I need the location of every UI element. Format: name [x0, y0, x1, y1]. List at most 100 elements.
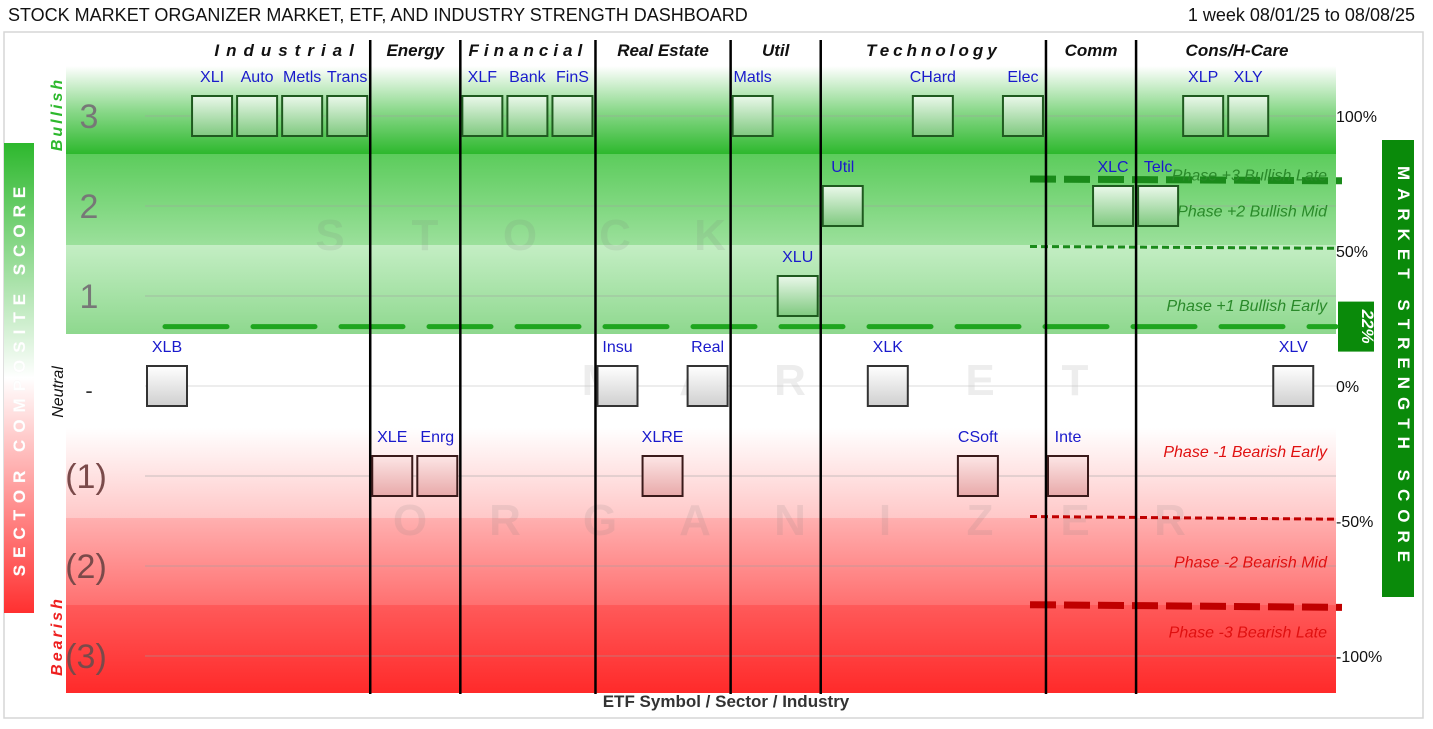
left-tick-label: (3) — [65, 638, 107, 676]
etf-point-box[interactable] — [596, 365, 639, 407]
etf-point-label: XLK — [873, 339, 904, 356]
etf-point-label: Elec — [1007, 69, 1038, 86]
etf-point-box[interactable] — [1227, 95, 1270, 137]
etf-point-box[interactable] — [911, 95, 954, 137]
etf-point-label: XLE — [377, 429, 407, 446]
phase-label: Phase +3 Bullish Late — [1172, 168, 1327, 185]
etf-point-label: XLI — [200, 69, 224, 86]
band-bear-1 — [66, 428, 1336, 518]
market-strength-value: 22% — [1358, 309, 1377, 344]
etf-point-label: Real — [691, 339, 724, 356]
etf-point-label: XLU — [782, 249, 813, 266]
sector-header: Financial — [469, 41, 588, 60]
etf-point-box[interactable] — [371, 455, 414, 497]
etf-point-label: XLC — [1097, 159, 1128, 176]
etf-point-box[interactable] — [1047, 455, 1089, 497]
zone-label-bearish: Bearish — [49, 596, 66, 676]
left-axis-band — [4, 143, 34, 613]
sector-headers: Industrial Energy Financial Real Estate Util… — [214, 41, 1288, 60]
sector-header: Cons/H-Care — [1186, 41, 1289, 60]
etf-point-box[interactable] — [686, 365, 729, 407]
watermark-letter: R — [774, 356, 806, 405]
zone-label-bullish: Bullish — [49, 77, 66, 151]
zone-label-neutral: Neutral — [50, 366, 67, 418]
etf-point-label: Telc — [1144, 159, 1172, 176]
watermark-letter: K — [694, 211, 726, 260]
threshold-lines — [162, 175, 1343, 611]
watermark-letter: T — [412, 211, 439, 260]
etf-point-label: XLRE — [642, 429, 684, 446]
right-axis-band — [1382, 140, 1414, 597]
etf-point-label: Enrg — [420, 429, 454, 446]
band-bear-2 — [66, 518, 1336, 605]
etf-point-label: Inte — [1055, 429, 1082, 446]
etf-point-label: Util — [831, 159, 854, 176]
watermark-letter: G — [583, 496, 617, 545]
etf-point-box[interactable] — [1001, 95, 1044, 137]
band-bear-3 — [66, 605, 1336, 693]
right-axis-ticks: 100% 50% 0% -50% -100% — [1336, 109, 1382, 666]
date-range: 1 week 08/01/25 to 08/08/25 — [1187, 5, 1415, 25]
etf-point-box[interactable] — [551, 95, 594, 137]
sector-header: Real Estate — [617, 41, 709, 60]
etf-point-box[interactable] — [1272, 365, 1315, 407]
left-axis-ticks: 3 2 1 - (1) (2) (3) — [65, 98, 107, 676]
right-tick-label: 50% — [1336, 244, 1368, 261]
etf-point-label: Matls — [734, 69, 772, 86]
etf-point-label: FinS — [556, 69, 589, 86]
left-axis-title: SECTOR COMPOSITE SCORE — [10, 180, 29, 576]
watermark-letter: I — [879, 496, 891, 545]
phase-label: Phase +1 Bullish Early — [1166, 298, 1328, 315]
sector-header: Util — [762, 41, 791, 60]
etf-point-box[interactable] — [461, 95, 504, 137]
etf-point-label: CHard — [910, 69, 956, 86]
watermark-letter: Z — [967, 496, 994, 545]
watermark-letter: R — [1154, 496, 1186, 545]
threshold-bull-mid — [1029, 245, 1337, 250]
etf-point-label: Trans — [327, 69, 367, 86]
etf-point-box[interactable] — [1137, 185, 1180, 227]
right-axis-title: MARKET STRENGTH SCORE — [1394, 166, 1413, 570]
watermark-letter: A — [679, 496, 711, 545]
etf-point-box[interactable] — [956, 455, 999, 497]
etf-point-label: CSoft — [958, 429, 999, 446]
threshold-bull-late — [1029, 175, 1343, 185]
etf-point-label: Bank — [509, 69, 546, 86]
etf-point-label: XLB — [152, 339, 182, 356]
etf-point-box[interactable] — [731, 95, 774, 137]
band-bull-1 — [66, 245, 1336, 334]
etf-point-box[interactable] — [326, 95, 369, 137]
etf-point-label: XLY — [1234, 69, 1263, 86]
etf-point-box[interactable] — [236, 95, 279, 137]
watermark-letter: N — [774, 496, 806, 545]
phase-labels: Phase +3 Bullish Late Phase +2 Bullish Mi… — [1163, 168, 1328, 642]
left-tick-label: 1 — [80, 278, 99, 316]
etf-points: XLI Auto Metls Trans XLF Bank FinS Matls CHard El… — [146, 69, 1315, 497]
right-tick-label: 100% — [1336, 109, 1377, 126]
etf-point-box[interactable] — [776, 275, 819, 317]
watermark-letter: C — [599, 211, 631, 260]
market-strength-badge: 22% — [1338, 301, 1377, 352]
page-title: STOCK MARKET ORGANIZER MARKET, ETF, AND … — [8, 5, 748, 25]
threshold-bear-mid — [1029, 515, 1337, 521]
etf-point-box[interactable] — [416, 455, 459, 497]
etf-point-box[interactable] — [281, 95, 324, 137]
etf-point-box[interactable] — [146, 365, 188, 407]
etf-point-box[interactable] — [1092, 185, 1135, 227]
etf-point-box[interactable] — [191, 95, 234, 137]
phase-label: Phase -3 Bearish Late — [1169, 625, 1327, 642]
etf-point-box[interactable] — [821, 185, 864, 227]
etf-point-box[interactable] — [866, 365, 909, 407]
etf-point-label: XLF — [468, 69, 498, 86]
right-tick-label: -50% — [1336, 514, 1373, 531]
etf-point-box[interactable] — [506, 95, 549, 137]
watermark-letter: O — [503, 211, 537, 260]
sector-header: Technology — [866, 41, 1001, 60]
zone-bands — [66, 66, 1336, 693]
etf-point-box[interactable] — [641, 455, 684, 497]
watermark-letter: E — [1060, 496, 1089, 545]
etf-point-label: Metls — [283, 69, 321, 86]
watermark-letter: E — [965, 356, 994, 405]
etf-point-box[interactable] — [1182, 95, 1225, 137]
